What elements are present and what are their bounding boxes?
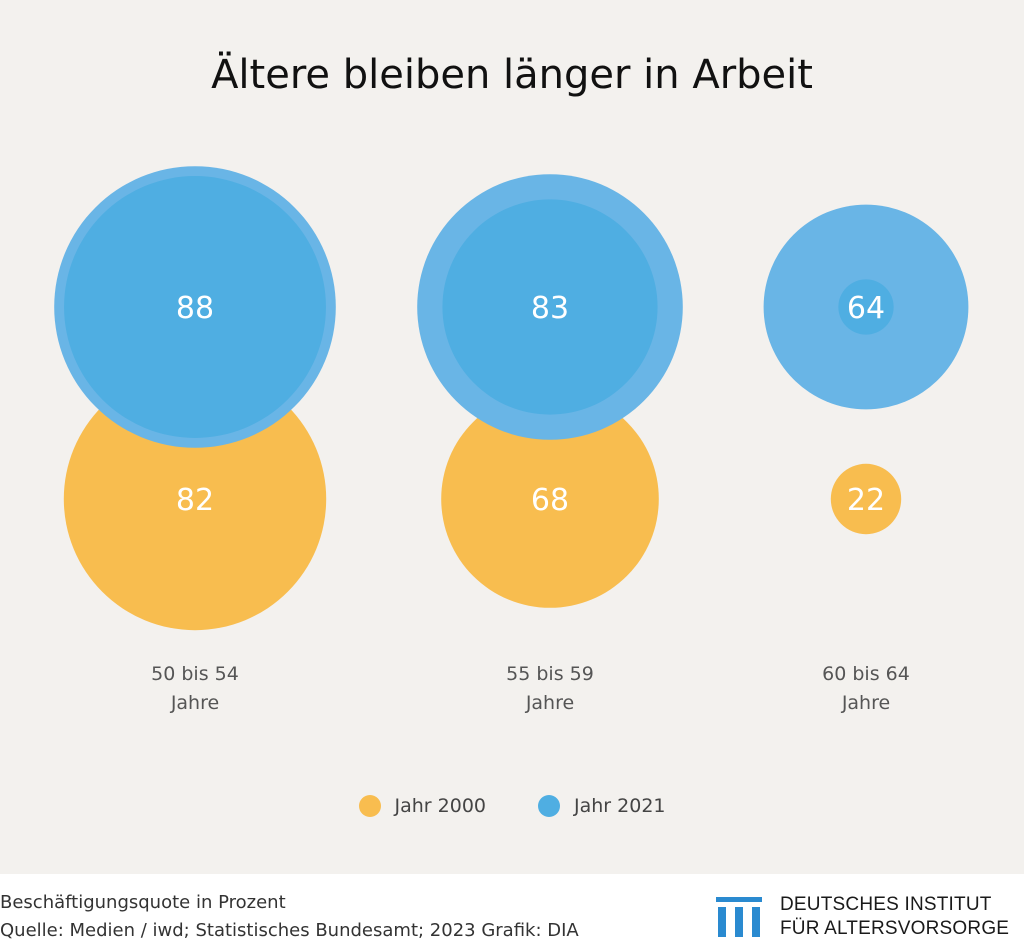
category-label-1-0: 55 bis 59 [506,663,594,685]
bubble-2000-1 [441,390,659,608]
bubble-2021-inner-0 [64,176,326,438]
value-label-2000-1: 68 [531,483,569,518]
value-label-2021-0: 88 [176,291,214,326]
legend-label-2021: Jahr 2021 [574,795,666,817]
bubble-2021-inner-2 [838,279,894,335]
logo-text-line1: DEUTSCHES INSTITUT [780,894,992,915]
footer-source: Quelle: Medien / iwd; Statistisches Bund… [0,920,579,941]
category-label-0-1: Jahre [170,692,219,714]
footer-note: Beschäftigungsquote in Prozent [0,892,286,913]
legend-label-2000: Jahr 2000 [394,795,487,817]
dia-logo: DEUTSCHES INSTITUT FÜR ALTERSVORSORGE [716,894,1016,942]
category-label-2-1: Jahre [841,692,890,714]
bubble-chart: 88 82 83 68 64 22 50 bis 54 Jahre 55 bis 59 Jahre… [54,166,969,714]
footer: Beschäftigungsquote in Prozent Quelle: M… [0,874,1024,946]
legend-item-2021: Jahr 2021 [538,795,666,817]
bubble-2000-0 [63,367,327,631]
bubble-2021-inner-1 [442,199,658,415]
bubble-2000-2 [830,463,902,535]
category-label-0-0: 50 bis 54 [151,663,239,685]
value-label-2021-1: 83 [531,291,569,326]
value-label-2000-2: 22 [847,483,885,518]
institute-logo-icon [716,897,762,937]
legend-item-2000: Jahr 2000 [358,795,487,817]
category-label-1-1: Jahre [525,692,574,714]
chart-title: Ältere bleiben länger in Arbeit [211,52,813,98]
logo-text-line2: FÜR ALTERSVORSORGE [780,918,1010,939]
legend-swatch-2021 [538,795,560,817]
value-label-2021-2: 64 [847,291,885,326]
value-label-2000-0: 82 [176,483,214,518]
legend: Jahr 2000 Jahr 2021 [0,795,1024,817]
legend-swatch-2000 [358,795,381,817]
category-label-2-0: 60 bis 64 [822,663,910,685]
